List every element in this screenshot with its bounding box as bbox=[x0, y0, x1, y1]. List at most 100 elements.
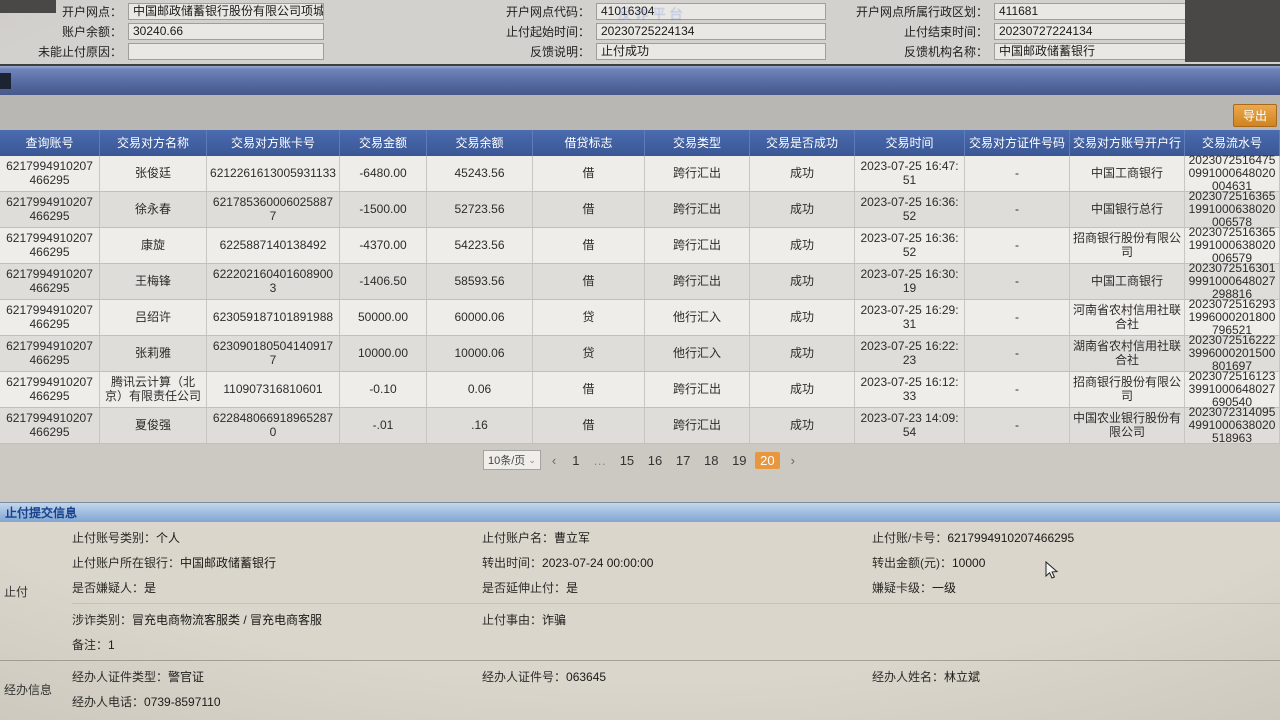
table-row[interactable]: 6217994910207466295 徐永春 621785360006025887… bbox=[0, 189, 1280, 229]
column-header: 交易对方名称 bbox=[100, 130, 207, 156]
form-field-label: 反馈机构名称： bbox=[903, 44, 988, 59]
info-field-label: 嫌疑卡级： bbox=[872, 581, 933, 595]
info-field-label: 经办人电话： bbox=[72, 695, 145, 709]
form-field-value[interactable]: 止付成功 bbox=[596, 42, 826, 60]
form-field-value[interactable]: 30240.66 bbox=[128, 22, 324, 40]
table-cell: 6225887140138492 bbox=[207, 228, 340, 263]
photo-dark-corner-left bbox=[0, 0, 56, 13]
info-field: 涉诈类别：冒充电商物流客服类 / 冒充电商客服 bbox=[72, 611, 482, 628]
info-field-value: 冒充电商物流客服类 / 冒充电商客服 bbox=[132, 613, 323, 627]
table-cell: - bbox=[965, 408, 1070, 443]
form-field-label: 未能止付原因： bbox=[37, 44, 122, 59]
table-cell: 借 bbox=[533, 264, 645, 299]
info-field-value: 诈骗 bbox=[542, 613, 567, 627]
export-button[interactable]: 导出 bbox=[1232, 104, 1277, 127]
table-cell: -.01 bbox=[340, 408, 427, 443]
column-header: 交易金额 bbox=[340, 130, 427, 156]
column-header: 交易时间 bbox=[855, 130, 965, 156]
page-button[interactable]: 15 bbox=[619, 452, 635, 468]
table-cell: 中国银行总行 bbox=[1070, 192, 1185, 227]
page-button[interactable]: 17 bbox=[675, 452, 691, 468]
table-header-row: 查询账号 交易对方名称 交易对方账卡号 交易金额 交易余额 借贷标志 交易类型 交易是否成功交… bbox=[0, 130, 1280, 156]
table-cell: 成功 bbox=[750, 228, 855, 263]
info-field: 备注：1 bbox=[72, 636, 482, 653]
table-cell: 2023-07-25 16:47:51 bbox=[855, 156, 965, 191]
page-button[interactable]: 19 bbox=[732, 452, 747, 468]
table-cell: 跨行汇出 bbox=[645, 408, 750, 443]
table-cell: 6217994910207466295 bbox=[0, 264, 100, 299]
page-button[interactable]: 20 bbox=[755, 451, 780, 469]
next-page-button[interactable]: › bbox=[790, 452, 795, 468]
page-size-select[interactable]: 10条/页 ⌄ bbox=[483, 450, 541, 470]
info-field-label: 止付账户名： bbox=[482, 531, 555, 545]
table-cell: 20230725162931996000201800796521 bbox=[1185, 297, 1280, 337]
table-row[interactable]: 6217994910207466295 张莉雅 623090180504140917… bbox=[0, 333, 1280, 373]
table-row[interactable]: 6217994910207466295 张俊廷 621226161300593113… bbox=[0, 153, 1280, 193]
table-cell: 成功 bbox=[750, 336, 855, 371]
table-body: 6217994910207466295 张俊廷 621226161300593113… bbox=[0, 153, 1280, 445]
table-cell: 贷 bbox=[533, 300, 645, 335]
info-field: 止付账户名：曹立军 bbox=[482, 529, 872, 546]
info-field: 止付事由：诈骗 bbox=[482, 611, 872, 628]
table-cell: 54223.56 bbox=[427, 228, 533, 263]
table-row[interactable]: 6217994910207466295 夏俊强 622848066918965287… bbox=[0, 405, 1280, 445]
form-field-label: 止付起始时间： bbox=[505, 24, 590, 39]
mouse-cursor-icon bbox=[1045, 561, 1059, 579]
table-cell: 20230723140954991000638020518963 bbox=[1185, 405, 1280, 445]
column-header: 借贷标志 bbox=[533, 130, 645, 156]
table-cell: 20230725162223996000201500801697 bbox=[1185, 333, 1280, 373]
table-cell: 58593.56 bbox=[427, 264, 533, 299]
table-cell: -4370.00 bbox=[340, 228, 427, 263]
table-cell: 他行汇入 bbox=[645, 336, 750, 371]
info-field-label: 止付账户所在银行： bbox=[72, 556, 181, 570]
table-cell: 张莉雅 bbox=[100, 336, 207, 371]
table-cell: 2023-07-25 16:36:52 bbox=[855, 192, 965, 227]
table-cell: 成功 bbox=[750, 156, 855, 191]
table-row[interactable]: 6217994910207466295 王梅锋 622202160401608900… bbox=[0, 261, 1280, 301]
table-row[interactable]: 6217994910207466295 腾讯云计算（北京）有限责任公司 110907… bbox=[0, 369, 1280, 409]
info-row: 经办人证件类型：警官证 经办人证件号：063645 经办人姓名：林立斌 bbox=[72, 664, 1280, 689]
table-cell: 跨行汇出 bbox=[645, 156, 750, 191]
table-cell: 借 bbox=[533, 408, 645, 443]
table-cell: - bbox=[965, 336, 1070, 371]
stop-payment-info-panel: 止付 止付账号类别：个人 止付账户名：曹立军 止付账/卡号：6217994910207… bbox=[0, 522, 1280, 720]
table-cell: 20230725163019991000648027298816 bbox=[1185, 261, 1280, 301]
collapse-tab[interactable] bbox=[0, 73, 11, 89]
info-field-value: 063645 bbox=[566, 670, 607, 684]
table-cell: 徐永春 bbox=[100, 192, 207, 227]
page-button[interactable]: 1 bbox=[572, 452, 580, 468]
table-cell: 2023-07-25 16:22:23 bbox=[855, 336, 965, 371]
form-field-value[interactable]: 中国邮政储蓄银行股份有限公司项城市高寺… bbox=[128, 2, 324, 20]
column-header: 交易对方账卡号 bbox=[207, 130, 340, 156]
form-field-label: 开户网点： bbox=[61, 4, 122, 19]
page-button[interactable]: 16 bbox=[647, 452, 663, 468]
table-cell: 河南省农村信用社联合社 bbox=[1070, 300, 1185, 335]
info-field-value: 个人 bbox=[156, 531, 181, 545]
form-field-value[interactable]: 41016304 bbox=[596, 2, 826, 20]
table-cell: 52723.56 bbox=[427, 192, 533, 227]
table-cell: 夏俊强 bbox=[100, 408, 207, 443]
info-field-label: 经办人证件类型： bbox=[72, 670, 169, 684]
form-field-value[interactable]: 20230725224134 bbox=[596, 22, 826, 40]
info-field-value: 是 bbox=[566, 581, 579, 595]
info-field-label: 是否嫌疑人： bbox=[72, 581, 145, 595]
table-cell: - bbox=[965, 192, 1070, 227]
form-field-label: 反馈说明： bbox=[529, 44, 590, 59]
table-cell: 借 bbox=[533, 372, 645, 407]
table-row[interactable]: 6217994910207466295 康旋 6225887140138492 -43… bbox=[0, 225, 1280, 265]
account-info-panel: 开户网点： 中国邮政储蓄银行股份有限公司项城市高寺… 开户网点代码： 41016304… bbox=[0, 0, 1280, 64]
page-button[interactable]: 18 bbox=[703, 452, 719, 468]
table-cell: 6217994910207466295 bbox=[0, 336, 100, 371]
info-field: 止付账/卡号：6217994910207466295 bbox=[872, 529, 1280, 546]
table-cell: 2023-07-25 16:29:31 bbox=[855, 300, 965, 335]
info-row: 经办人电话：0739-8597110 bbox=[72, 689, 1280, 714]
info-field-value: 6217994910207466295 bbox=[947, 531, 1075, 545]
table-cell: 借 bbox=[533, 228, 645, 263]
table-cell: -0.10 bbox=[340, 372, 427, 407]
form-field-value[interactable] bbox=[128, 42, 324, 60]
account-info-fields: 开户网点： 中国邮政储蓄银行股份有限公司项城市高寺… 开户网点代码： 41016304… bbox=[0, 1, 1280, 61]
info-field-value: 曹立军 bbox=[554, 531, 591, 545]
table-row[interactable]: 6217994910207466295 吕绍许 623059187101891988… bbox=[0, 297, 1280, 337]
table-cell: 贷 bbox=[533, 336, 645, 371]
prev-page-button[interactable]: ‹ bbox=[551, 452, 557, 468]
